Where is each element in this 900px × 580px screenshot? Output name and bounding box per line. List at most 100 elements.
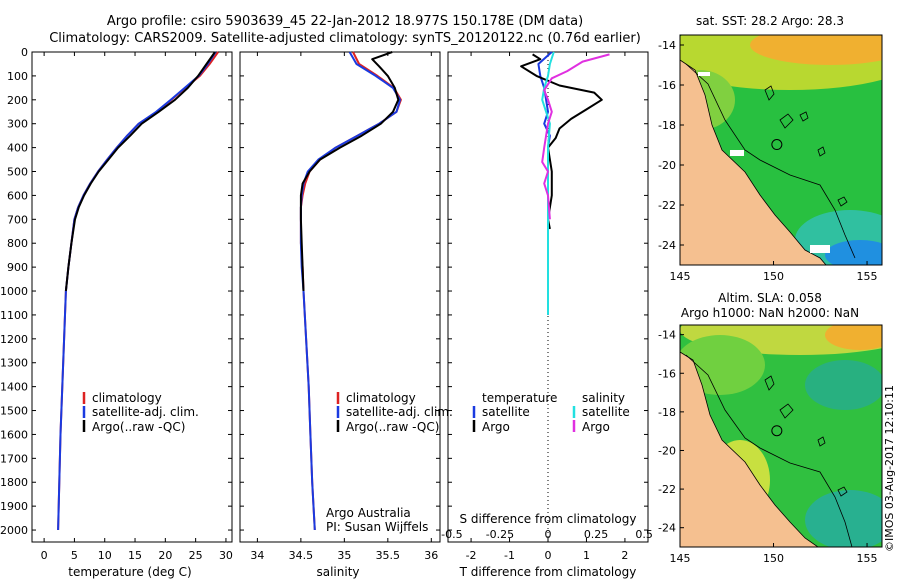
- depth-tick-label: 1900: [0, 500, 28, 513]
- temperature-x-axis: 0 5 10 15 20 25 30: [41, 52, 233, 562]
- title-line-2: Climatology: CARS2009. Satellite-adjuste…: [49, 31, 641, 46]
- map-x-tick-label: 155: [857, 552, 878, 565]
- salinity-legend: climatology satellite-adj. clim. Argo(..…: [336, 391, 453, 434]
- x-tick-label: 25: [189, 549, 203, 562]
- x-tick-label: -2: [466, 549, 477, 562]
- map-x-tick-label: 155: [857, 270, 878, 283]
- s-diff-tick-label: 0: [545, 528, 552, 541]
- sst-reef-2: [779, 113, 794, 129]
- depth-tick-label: 100: [7, 70, 28, 83]
- salinity-x-axis: 34 34.5 35 35.5 36: [250, 52, 438, 562]
- argo-position-marker: [771, 425, 783, 437]
- map-y-tick-label: -22: [658, 483, 676, 496]
- depth-tick-label: 2000: [0, 524, 28, 537]
- sla-map-frame: [679, 324, 883, 548]
- series-line-salinity-satellite: [541, 51, 555, 315]
- sla-high-core: [825, 325, 882, 350]
- series-line-salinity-argo: [541, 53, 610, 220]
- depth-tick-label: 1800: [0, 476, 28, 489]
- legend-t-argo-label: Argo: [482, 420, 510, 434]
- legend-s-satellite-label: satellite: [582, 405, 630, 419]
- x-tick-label: 0: [41, 549, 48, 562]
- legend-argo-label: Argo(..raw -QC): [346, 420, 439, 434]
- legend-salinity-heading: salinity: [582, 391, 625, 405]
- map-y-tick-label: -16: [658, 367, 676, 380]
- sst-map-frame: [679, 34, 883, 266]
- depth-tick-label: 300: [7, 118, 28, 131]
- x-tick-label: 1: [583, 549, 590, 562]
- sst-shelf-contour: [685, 63, 856, 259]
- x-tick-label: 34: [250, 549, 264, 562]
- map-x-tick-label: 145: [670, 270, 691, 283]
- x-tick-label: 20: [158, 549, 172, 562]
- s-difference-label: S difference from climatology: [460, 512, 637, 526]
- depth-tick-label: 1100: [0, 309, 28, 322]
- depth-tick-label: 400: [7, 142, 28, 155]
- sla-reef-1: [764, 375, 775, 391]
- sst-map-x-axis: 145 150 155: [670, 261, 878, 283]
- salinity-lines: [299, 51, 402, 531]
- temperature-xlabel: temperature (deg C): [68, 565, 191, 579]
- depth-tick-label: 700: [7, 213, 28, 226]
- salinity-xlabel: salinity: [316, 565, 359, 579]
- depth-axis: 0 100 200 300 400 500 600 700 800 900 1000 1100 1200…: [0, 46, 648, 537]
- legend-s-argo-label: Argo: [582, 420, 610, 434]
- sla-map-title: Altim. SLA: 0.058: [718, 291, 822, 305]
- x-tick-label: 30: [219, 549, 233, 562]
- x-tick-label: 36: [424, 549, 438, 562]
- sst-cold-south: [825, 240, 882, 265]
- legend-temperature-heading: temperature: [482, 391, 557, 405]
- map-y-tick-label: -20: [658, 444, 676, 457]
- depth-tick-label: 900: [7, 261, 28, 274]
- map-y-tick-label: -14: [658, 39, 676, 52]
- x-tick-label: 34.5: [289, 549, 314, 562]
- sla-mid: [680, 335, 765, 395]
- sst-reef-1: [764, 85, 775, 101]
- map-x-tick-label: 150: [763, 270, 784, 283]
- series-line-temperature-argo: [520, 53, 603, 230]
- map-y-tick-label: -18: [658, 119, 676, 132]
- depth-tick-label: 1300: [0, 357, 28, 370]
- salinity-panel: 34 34.5 35 35.5 36 salinity climatology sate…: [239, 51, 453, 579]
- sst-reef-5: [837, 196, 848, 207]
- map-x-tick-label: 150: [763, 552, 784, 565]
- s-diff-tick-label: 0.25: [584, 528, 609, 541]
- sst-map-title: sat. SST: 28.2 Argo: 28.3: [696, 14, 844, 28]
- legend-t-satellite-label: satellite: [482, 405, 530, 419]
- temperature-legend: climatology satellite-adj. clim. Argo(..…: [82, 391, 199, 434]
- series-line-climatology: [299, 51, 402, 531]
- temperature-lines: [57, 51, 219, 531]
- credit-line-1: Argo Australia: [326, 506, 411, 520]
- imos-watermark: ©IMOS 03-Aug-2017 12:10:11: [883, 385, 896, 552]
- sla-shelf-contour: [685, 354, 853, 547]
- x-tick-label: -1: [504, 549, 515, 562]
- depth-tick-label: 1700: [0, 452, 28, 465]
- x-tick-label: 15: [128, 549, 142, 562]
- difference-panel: -2 -1 0 1 2 -0.5 -0.25 0 0.25 0.5 S difference fr…: [441, 51, 653, 579]
- sla-reef-4: [837, 486, 848, 497]
- argo-position-marker: [771, 139, 783, 151]
- depth-tick-label: 1000: [0, 285, 28, 298]
- difference-x-axis: -2 -1 0 1 2 -0.5 -0.25 0 0.25 0.5: [441, 52, 653, 562]
- s-diff-tick-label: -0.5: [441, 528, 462, 541]
- x-tick-label: 0: [545, 549, 552, 562]
- legend-satellite-label: satellite-adj. clim.: [346, 405, 453, 419]
- depth-tick-label: 1200: [0, 333, 28, 346]
- sst-missing-1: [698, 72, 710, 76]
- difference-legend: temperature salinity satellite Argo sate…: [472, 391, 630, 434]
- sst-map-panel: sat. SST: 28.2 Argo: 28.3 145 150 155 -14 -…: [658, 14, 883, 283]
- difference-xlabel: T difference from climatology: [459, 565, 637, 579]
- salinity-axes-box: [239, 51, 441, 543]
- depth-tick-label: 200: [7, 94, 28, 107]
- x-tick-label: 35.5: [376, 549, 401, 562]
- sla-low-east: [805, 360, 882, 410]
- sla-map-subtitle: Argo h1000: NaN h2000: NaN: [681, 306, 859, 320]
- series-line-satellite-adj-clim: [57, 51, 217, 531]
- legend-satellite-label: satellite-adj. clim.: [92, 405, 199, 419]
- depth-tick-label: 600: [7, 189, 28, 202]
- depth-tick-label: 500: [7, 166, 28, 179]
- map-y-tick-label: -24: [658, 239, 676, 252]
- credit-line-2: PI: Susan Wijffels: [326, 520, 428, 534]
- x-tick-label: 10: [98, 549, 112, 562]
